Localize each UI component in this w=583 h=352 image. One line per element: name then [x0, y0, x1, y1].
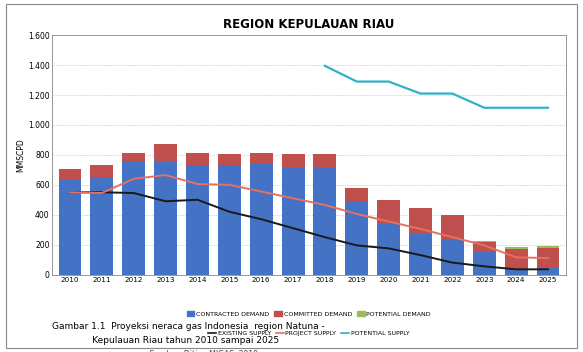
Bar	[218, 165, 241, 275]
PROJECT SUPPLY	[449, 235, 456, 239]
EXISTING SUPPLY	[162, 199, 169, 203]
POTENTIAL SUPPLY	[449, 92, 456, 96]
PROJECT SUPPLY	[130, 177, 137, 181]
Text: Gambar 1.1  Proyeksi neraca gas Indonesia  region Natuna -: Gambar 1.1 Proyeksi neraca gas Indonesia…	[52, 322, 325, 331]
Text: Sumber: Ditjen MIGAS, 2010: Sumber: Ditjen MIGAS, 2010	[52, 350, 258, 352]
Bar	[473, 251, 496, 275]
Bar	[409, 234, 432, 275]
Bar	[377, 224, 400, 275]
EXISTING SUPPLY	[66, 190, 73, 194]
EXISTING SUPPLY	[385, 246, 392, 251]
Line: POTENTIAL SUPPLY: POTENTIAL SUPPLY	[325, 66, 548, 108]
EXISTING SUPPLY	[194, 197, 201, 202]
EXISTING SUPPLY	[258, 217, 265, 221]
PROJECT SUPPLY	[290, 196, 297, 200]
Title: REGION KEPULAUAN RIAU: REGION KEPULAUAN RIAU	[223, 18, 395, 31]
Bar	[154, 162, 177, 275]
Bar	[314, 154, 336, 167]
Bar	[90, 165, 113, 177]
Bar	[473, 241, 496, 243]
Bar	[122, 153, 145, 161]
PROJECT SUPPLY	[417, 227, 424, 231]
EXISTING SUPPLY	[417, 253, 424, 257]
Legend: EXISTING SUPPLY, PROJECT SUPPLY, POTENTIAL SUPPLY: EXISTING SUPPLY, PROJECT SUPPLY, POTENTI…	[206, 328, 412, 338]
Bar	[186, 165, 209, 275]
Bar	[473, 243, 496, 251]
Bar	[218, 154, 241, 165]
PROJECT SUPPLY	[66, 190, 73, 194]
Bar	[505, 249, 528, 269]
PROJECT SUPPLY	[162, 173, 169, 177]
EXISTING SUPPLY	[99, 190, 106, 194]
POTENTIAL SUPPLY	[321, 64, 328, 68]
Bar	[377, 200, 400, 224]
POTENTIAL SUPPLY	[545, 106, 552, 110]
Bar	[186, 153, 209, 165]
Bar	[441, 215, 464, 239]
POTENTIAL SUPPLY	[417, 92, 424, 96]
POTENTIAL SUPPLY	[481, 106, 488, 110]
EXISTING SUPPLY	[321, 235, 328, 239]
Bar	[250, 164, 273, 275]
EXISTING SUPPLY	[130, 191, 137, 195]
Bar	[282, 154, 304, 167]
EXISTING SUPPLY	[481, 264, 488, 269]
Bar	[250, 153, 273, 164]
PROJECT SUPPLY	[226, 183, 233, 187]
Bar	[536, 249, 560, 268]
Bar	[441, 239, 464, 275]
Bar	[345, 201, 368, 275]
Y-axis label: MMSCPD: MMSCPD	[16, 138, 25, 172]
PROJECT SUPPLY	[385, 219, 392, 224]
Bar	[58, 169, 82, 179]
Bar	[505, 247, 528, 249]
EXISTING SUPPLY	[290, 226, 297, 230]
Line: PROJECT SUPPLY: PROJECT SUPPLY	[70, 175, 548, 258]
Bar	[345, 188, 368, 201]
PROJECT SUPPLY	[194, 182, 201, 186]
Text: Kepulauan Riau tahun 2010 sampai 2025: Kepulauan Riau tahun 2010 sampai 2025	[52, 336, 280, 345]
POTENTIAL SUPPLY	[512, 106, 519, 110]
PROJECT SUPPLY	[545, 256, 552, 260]
Line: EXISTING SUPPLY: EXISTING SUPPLY	[70, 192, 548, 269]
Bar	[536, 246, 560, 249]
EXISTING SUPPLY	[545, 267, 552, 271]
Bar	[314, 167, 336, 275]
EXISTING SUPPLY	[353, 243, 360, 247]
Bar	[154, 144, 177, 162]
POTENTIAL SUPPLY	[385, 80, 392, 84]
PROJECT SUPPLY	[353, 212, 360, 216]
EXISTING SUPPLY	[512, 267, 519, 271]
Bar	[58, 179, 82, 275]
Bar	[409, 208, 432, 234]
POTENTIAL SUPPLY	[353, 80, 360, 84]
PROJECT SUPPLY	[321, 203, 328, 207]
EXISTING SUPPLY	[226, 210, 233, 214]
PROJECT SUPPLY	[258, 189, 265, 194]
EXISTING SUPPLY	[449, 260, 456, 265]
PROJECT SUPPLY	[512, 255, 519, 259]
Bar	[122, 161, 145, 275]
Bar	[536, 268, 560, 275]
Bar	[505, 269, 528, 275]
PROJECT SUPPLY	[99, 191, 106, 195]
Bar	[90, 177, 113, 275]
Bar	[282, 167, 304, 275]
PROJECT SUPPLY	[481, 243, 488, 247]
